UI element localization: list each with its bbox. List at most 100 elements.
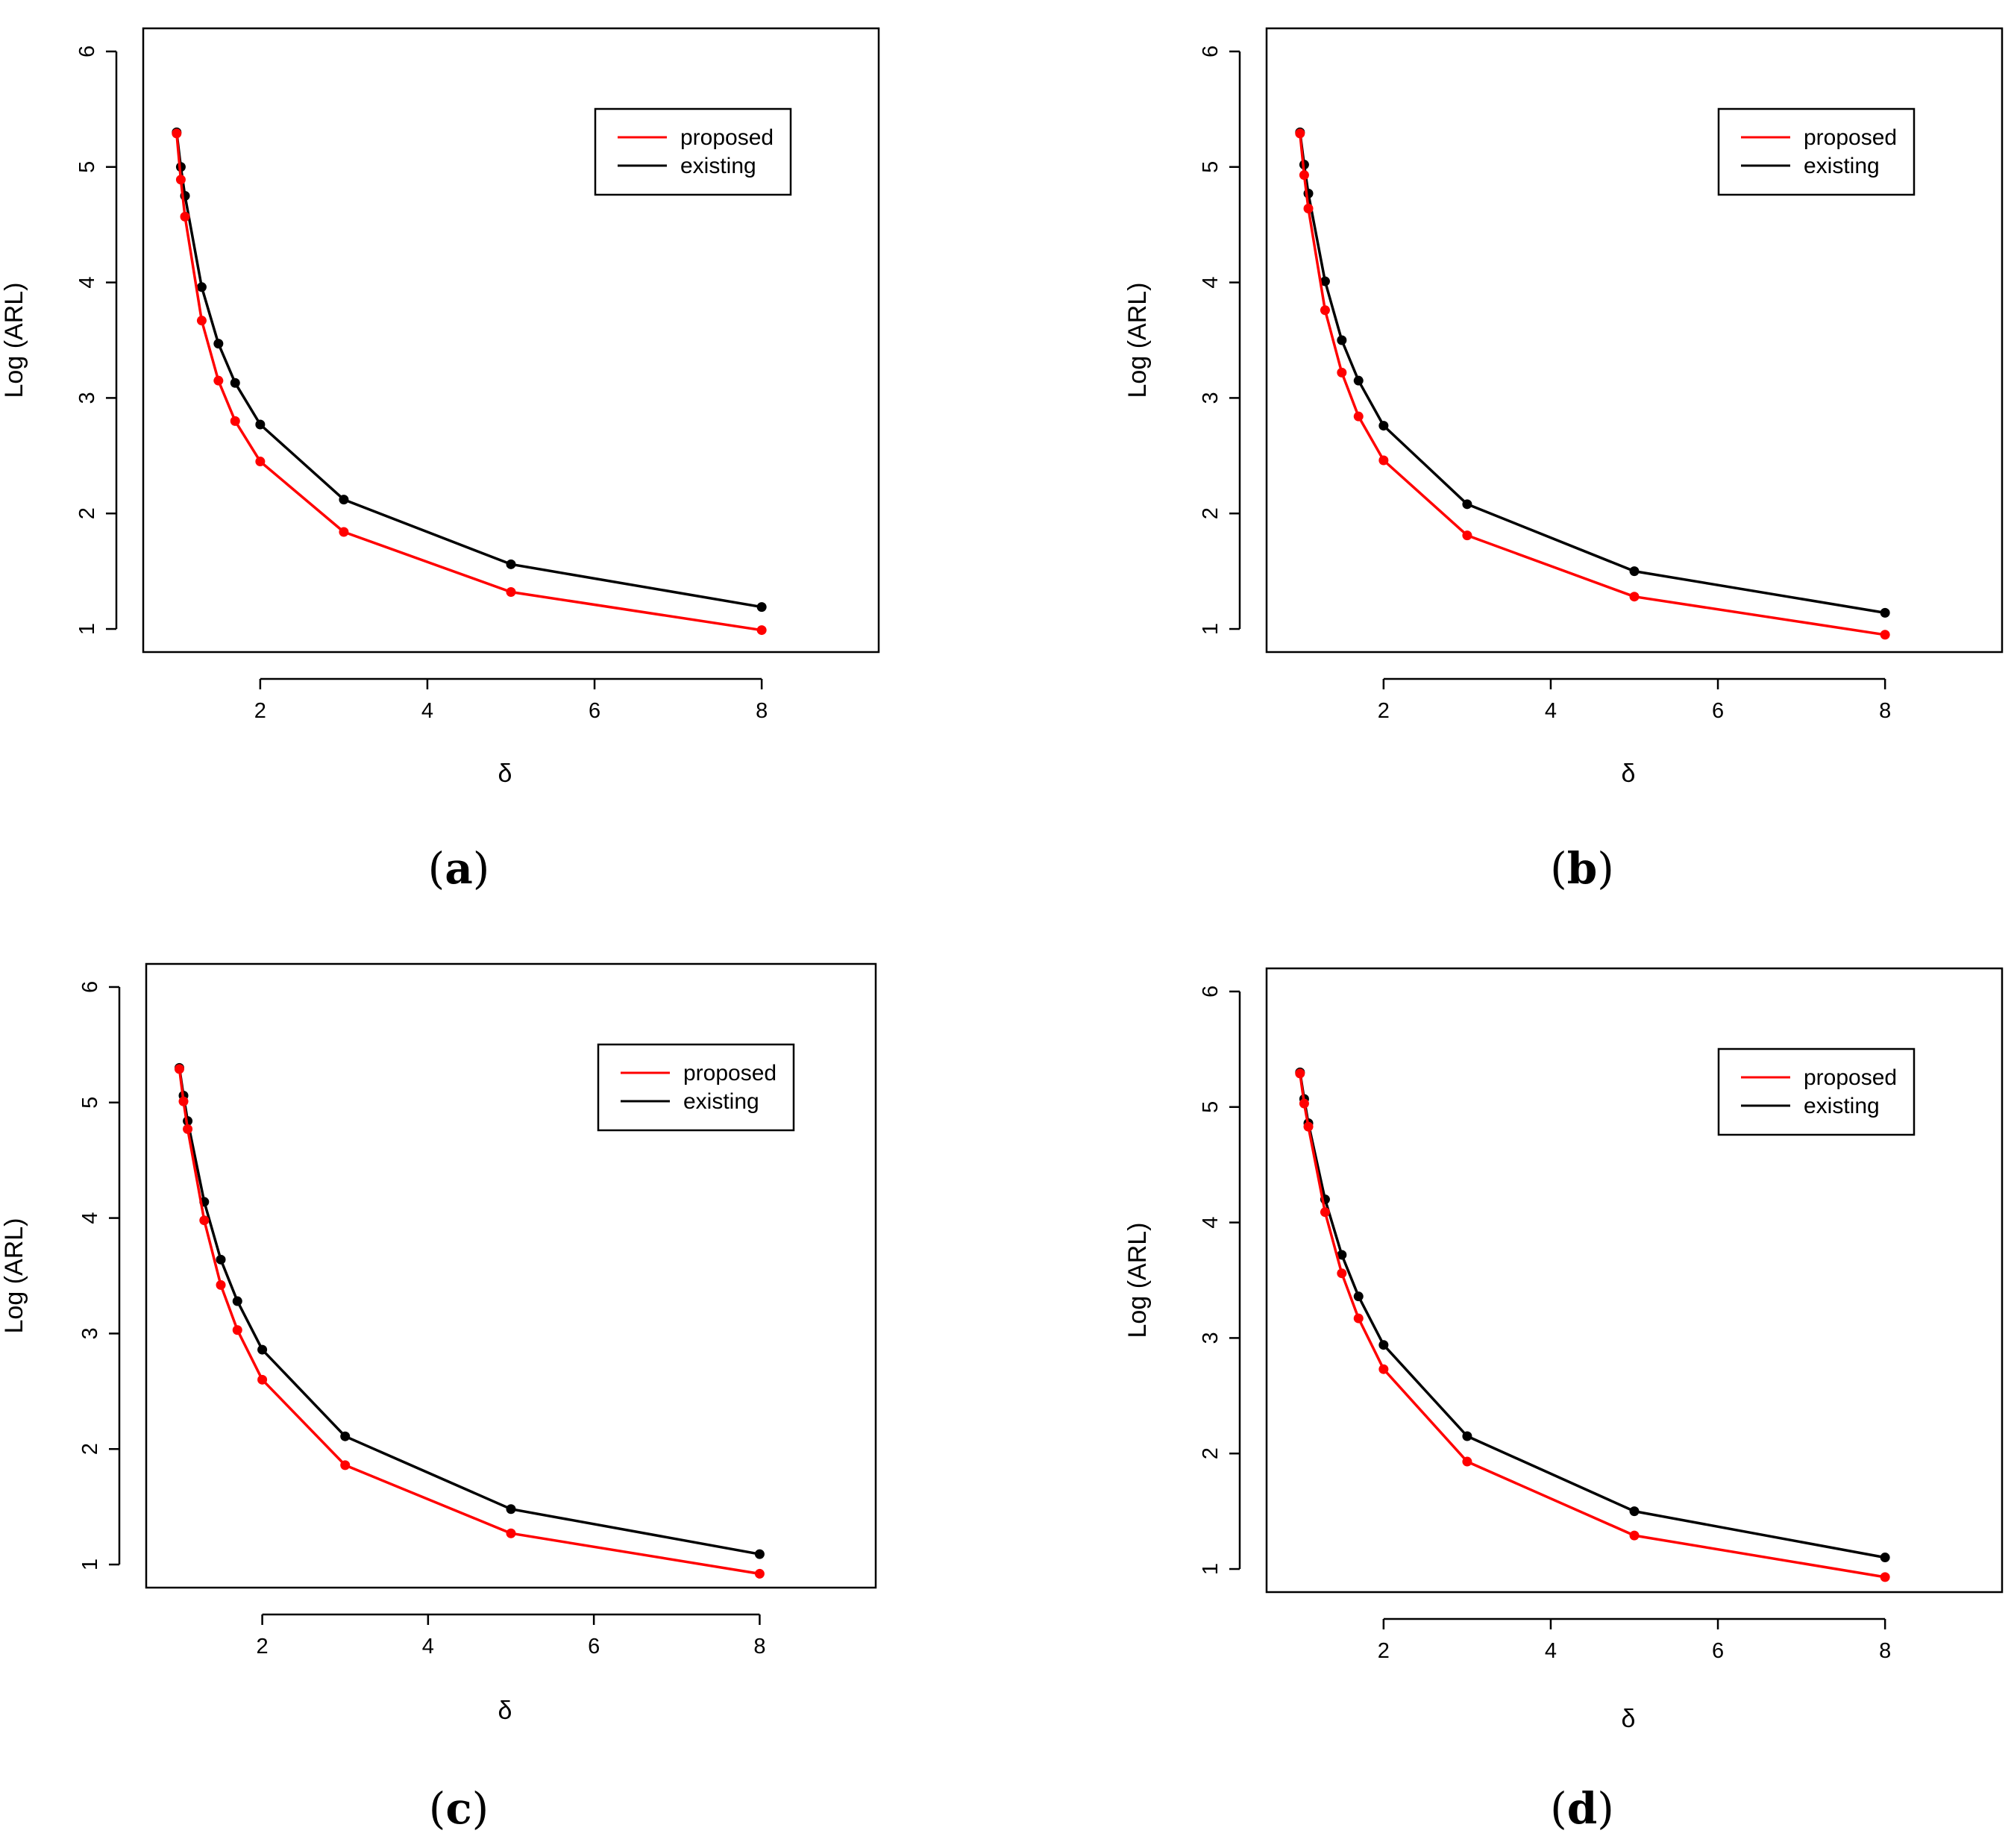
x-axis-title: δ (498, 1697, 512, 1725)
data-point-existing (1378, 421, 1389, 431)
data-point-proposed (232, 1325, 242, 1335)
y-tick-label: 3 (78, 1327, 102, 1339)
data-point-existing (1320, 276, 1330, 286)
data-point-existing (257, 1344, 268, 1355)
data-point-proposed (506, 586, 516, 597)
y-tick-label: 1 (78, 1559, 102, 1570)
legend: proposed existing (597, 1043, 795, 1132)
data-point-proposed (1880, 630, 1890, 640)
y-tick-label: 2 (1199, 1447, 1223, 1459)
data-point-proposed (339, 527, 349, 537)
series-line-existing (175, 132, 762, 609)
data-point-proposed (340, 1460, 351, 1470)
data-point-proposed (1299, 170, 1309, 181)
legend-label-existing: existing (683, 1089, 759, 1114)
data-point-existing (230, 378, 240, 388)
x-tick-label: 6 (588, 1635, 600, 1658)
data-point-existing (232, 1296, 242, 1306)
y-tick-label: 5 (1199, 1101, 1223, 1113)
data-point-proposed (175, 175, 186, 185)
legend: proposed existing (594, 107, 792, 196)
legend-label-proposed: proposed (1804, 125, 1897, 150)
data-point-proposed (1378, 1364, 1389, 1374)
series-line-proposed (178, 1068, 760, 1576)
y-axis-title: Log (ARL) (1123, 283, 1152, 398)
data-point-proposed (1295, 1068, 1305, 1079)
data-point-proposed (230, 416, 240, 426)
chart-panel-d: 2 4 6 8 1 2 3 4 5 6 δ Log (ARL) proposed existing (d) (1123, 967, 2004, 1834)
data-point-proposed (196, 316, 207, 326)
x-tick-label: 8 (756, 699, 768, 723)
plot-frame (1265, 27, 2004, 654)
data-point-existing (754, 1549, 765, 1559)
legend-label-proposed: proposed (683, 1061, 777, 1086)
y-axis-title: Log (ARL) (1123, 1223, 1152, 1338)
x-tick-label: 4 (1545, 1639, 1557, 1663)
y-tick-label: 6 (75, 46, 99, 57)
data-point-existing (1880, 607, 1890, 618)
y-tick-label: 2 (1199, 507, 1223, 519)
data-point-proposed (199, 1215, 210, 1226)
data-point-proposed (1462, 530, 1472, 541)
data-point-proposed (756, 625, 767, 636)
x-tick-label: 6 (589, 699, 600, 723)
data-point-existing (196, 282, 207, 292)
x-tick-label: 2 (254, 699, 266, 723)
legend-label-existing: existing (1804, 154, 1880, 178)
data-point-existing (756, 602, 767, 613)
data-point-existing (1880, 1553, 1890, 1563)
data-point-existing (1462, 1431, 1472, 1441)
data-point-existing (255, 419, 266, 430)
data-point-proposed (180, 211, 190, 222)
plot-frame (142, 27, 880, 654)
y-axis-title: Log (ARL) (0, 283, 28, 398)
y-tick-label: 4 (1199, 1217, 1223, 1229)
legend: proposed existing (1717, 1047, 1916, 1136)
y-tick-label: 4 (1199, 277, 1223, 289)
y-axis-title: Log (ARL) (0, 1218, 28, 1334)
data-point-proposed (1320, 1207, 1330, 1218)
data-point-proposed (257, 1374, 268, 1385)
data-point-proposed (1303, 204, 1314, 214)
y-tick-label: 1 (1199, 1563, 1223, 1575)
data-point-existing (1462, 499, 1472, 510)
x-tick-label: 2 (1378, 1639, 1390, 1663)
x-tick-label: 6 (1712, 1639, 1724, 1663)
data-point-existing (1629, 1506, 1640, 1517)
plot-frame (1265, 967, 2004, 1594)
data-point-proposed (1337, 1268, 1347, 1279)
y-tick-label: 6 (1199, 986, 1223, 997)
series-line-proposed (175, 133, 762, 632)
data-point-existing (1378, 1340, 1389, 1350)
data-point-proposed (1299, 1098, 1309, 1109)
x-tick-label: 8 (753, 1635, 765, 1658)
data-point-proposed (213, 375, 224, 386)
data-point-existing (339, 495, 349, 505)
y-tick-label: 5 (78, 1097, 102, 1109)
y-tick-label: 6 (78, 981, 102, 993)
y-tick-label: 3 (1199, 392, 1223, 404)
data-point-existing (1629, 566, 1640, 577)
data-point-proposed (506, 1528, 516, 1538)
x-axis-title: δ (498, 759, 512, 788)
data-point-existing (1353, 1291, 1364, 1302)
x-axis-title: δ (1622, 759, 1636, 788)
data-point-existing (506, 559, 516, 569)
data-point-existing (1337, 335, 1347, 345)
data-point-existing (1337, 1250, 1347, 1260)
chart-panel-c: 2 4 6 8 1 2 3 4 5 6 δ Log (ARL) proposed existing (c) (0, 962, 877, 1834)
data-point-proposed (1295, 128, 1305, 139)
legend-label-proposed: proposed (1804, 1065, 1897, 1090)
data-point-proposed (1320, 305, 1330, 316)
panel-caption: (c) (429, 1783, 489, 1834)
y-tick-label: 3 (75, 392, 99, 404)
data-point-proposed (216, 1279, 226, 1290)
data-point-proposed (1629, 1530, 1640, 1541)
y-tick-label: 2 (78, 1443, 102, 1455)
data-point-proposed (255, 457, 266, 467)
data-point-proposed (1629, 592, 1640, 602)
x-tick-label: 4 (422, 1635, 434, 1658)
y-tick-label: 2 (75, 507, 99, 519)
legend-label-existing: existing (1804, 1094, 1880, 1118)
